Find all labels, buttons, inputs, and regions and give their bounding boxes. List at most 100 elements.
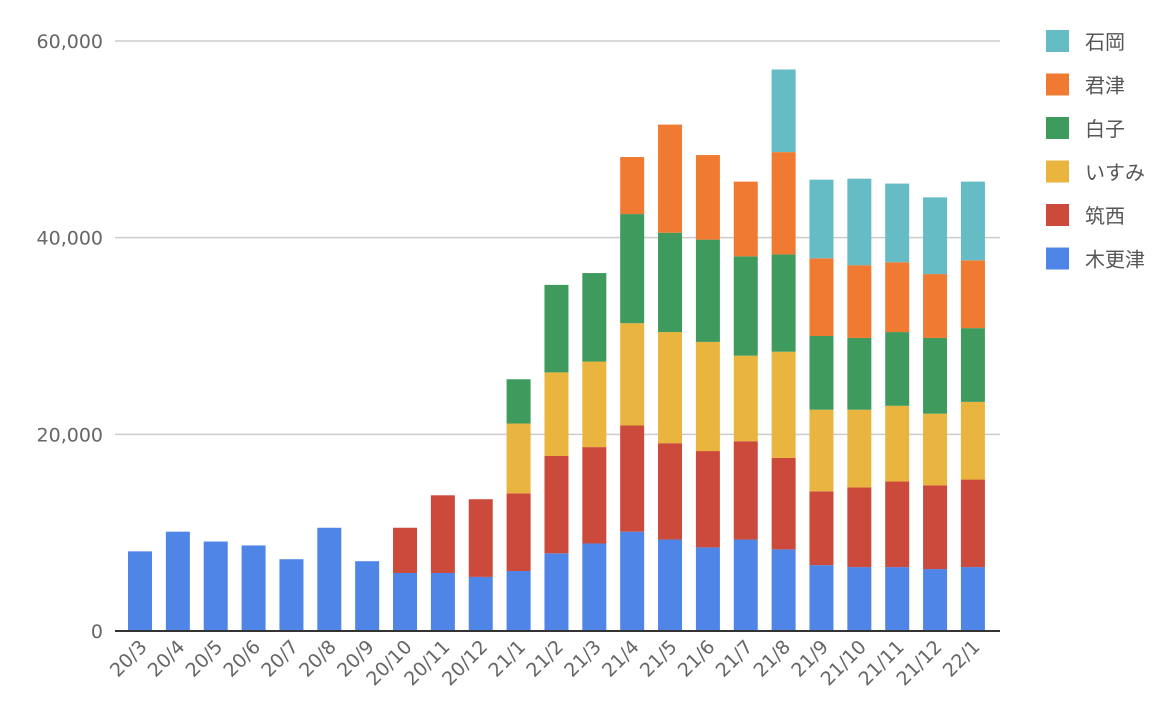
bar-segment xyxy=(733,355,758,442)
bar-segment xyxy=(960,401,985,480)
bar-segment xyxy=(506,493,531,572)
bar-segment xyxy=(771,457,796,550)
legend-label: 木更津 xyxy=(1085,248,1145,272)
bar-segment xyxy=(695,239,720,342)
bar-segment xyxy=(960,567,985,631)
legend-swatch xyxy=(1046,117,1069,139)
bar-segment xyxy=(620,157,645,215)
bar-segment xyxy=(128,551,152,631)
x-tick-label: 20/7 xyxy=(257,636,303,682)
x-tick-label: 21/2 xyxy=(522,636,568,682)
legend-item: 石岡 xyxy=(1046,30,1125,54)
x-tick-label: 21/3 xyxy=(560,636,606,682)
bar-segment xyxy=(771,152,796,255)
bar-segment xyxy=(847,409,872,488)
legend-swatch xyxy=(1046,73,1069,96)
bar-segment xyxy=(544,553,569,631)
bar-segment xyxy=(960,181,985,261)
bar-segment xyxy=(582,361,607,448)
bar-segment xyxy=(809,336,834,410)
legend-item: 木更津 xyxy=(1046,247,1145,272)
bar-segment xyxy=(809,179,834,259)
y-tick-label: 20,000 xyxy=(37,424,103,446)
bar-segment xyxy=(847,265,872,338)
legend-swatch xyxy=(1046,247,1069,270)
bar-segment xyxy=(658,332,683,444)
bar-segment xyxy=(847,178,872,266)
y-tick-label: 40,000 xyxy=(37,228,103,250)
bar-segment xyxy=(203,541,228,631)
bar-segment xyxy=(695,451,720,548)
x-tick-label: 21/6 xyxy=(674,636,720,682)
bars xyxy=(128,69,985,631)
legend-label: 石岡 xyxy=(1085,30,1125,54)
legend-swatch xyxy=(1046,160,1069,183)
bar-segment xyxy=(885,262,910,333)
bar-segment xyxy=(506,423,531,494)
bar-segment xyxy=(317,527,342,631)
bar-segment xyxy=(847,567,872,631)
bar-segment xyxy=(771,549,796,631)
x-tick-label: 20/5 xyxy=(182,636,228,682)
bar-segment xyxy=(809,565,834,631)
bar-segment xyxy=(960,260,985,329)
legend-label: 君津 xyxy=(1085,74,1125,98)
bar-segment xyxy=(658,232,683,333)
bar-segment xyxy=(847,487,872,568)
y-tick-label: 0 xyxy=(91,621,103,643)
bar-segment xyxy=(695,155,720,240)
bar-segment xyxy=(733,539,758,631)
bar-segment xyxy=(771,351,796,458)
bar-segment xyxy=(809,409,834,492)
bar-segment xyxy=(885,332,910,406)
bar-segment xyxy=(885,183,910,263)
bar-segment xyxy=(885,405,910,482)
legend-label: 白子 xyxy=(1085,117,1125,141)
bar-segment xyxy=(733,441,758,540)
x-tick-label: 21/5 xyxy=(636,636,682,682)
bar-segment xyxy=(544,455,569,554)
y-tick-label: 60,000 xyxy=(37,31,103,53)
y-axis-ticks: 0 20,000 40,000 60,000 xyxy=(37,31,103,643)
bar-segment xyxy=(923,197,948,275)
x-tick-label: 21/4 xyxy=(598,636,644,682)
bar-segment xyxy=(658,124,683,233)
bar-segment xyxy=(847,337,872,410)
bar-segment xyxy=(885,567,910,631)
x-tick-label: 21/1 xyxy=(484,636,530,682)
bar-segment xyxy=(544,284,569,373)
bar-segment xyxy=(733,256,758,356)
bar-segment xyxy=(468,499,493,577)
bar-segment xyxy=(695,547,720,631)
bar-segment xyxy=(733,181,758,257)
bar-segment xyxy=(582,273,607,362)
bar-segment xyxy=(241,545,266,631)
bar-segment xyxy=(165,531,190,631)
bar-segment xyxy=(393,527,418,573)
bar-segment xyxy=(960,328,985,402)
bar-segment xyxy=(355,561,380,631)
x-tick-label: 20/3 xyxy=(106,636,152,682)
legend-item: 君津 xyxy=(1046,73,1125,98)
bar-segment xyxy=(809,491,834,566)
bar-segment xyxy=(923,274,948,338)
bar-segment xyxy=(506,571,531,631)
bar-segment xyxy=(393,572,418,631)
legend-item: 白子 xyxy=(1046,117,1125,141)
bar-segment xyxy=(620,425,645,532)
legend-swatch xyxy=(1046,30,1069,52)
x-tick-label: 21/8 xyxy=(749,636,795,682)
bar-segment xyxy=(279,559,304,631)
bar-segment xyxy=(923,569,948,631)
bar-segment xyxy=(430,495,455,573)
bar-segment xyxy=(620,214,645,324)
bar-segment xyxy=(620,323,645,426)
legend-item: いすみ xyxy=(1046,160,1145,185)
bar-segment xyxy=(695,341,720,452)
legend-label: いすみ xyxy=(1085,161,1145,185)
legend-label: 筑西 xyxy=(1085,204,1125,228)
bar-segment xyxy=(506,379,531,424)
x-tick-label: 20/4 xyxy=(144,636,190,682)
bar-segment xyxy=(923,337,948,414)
